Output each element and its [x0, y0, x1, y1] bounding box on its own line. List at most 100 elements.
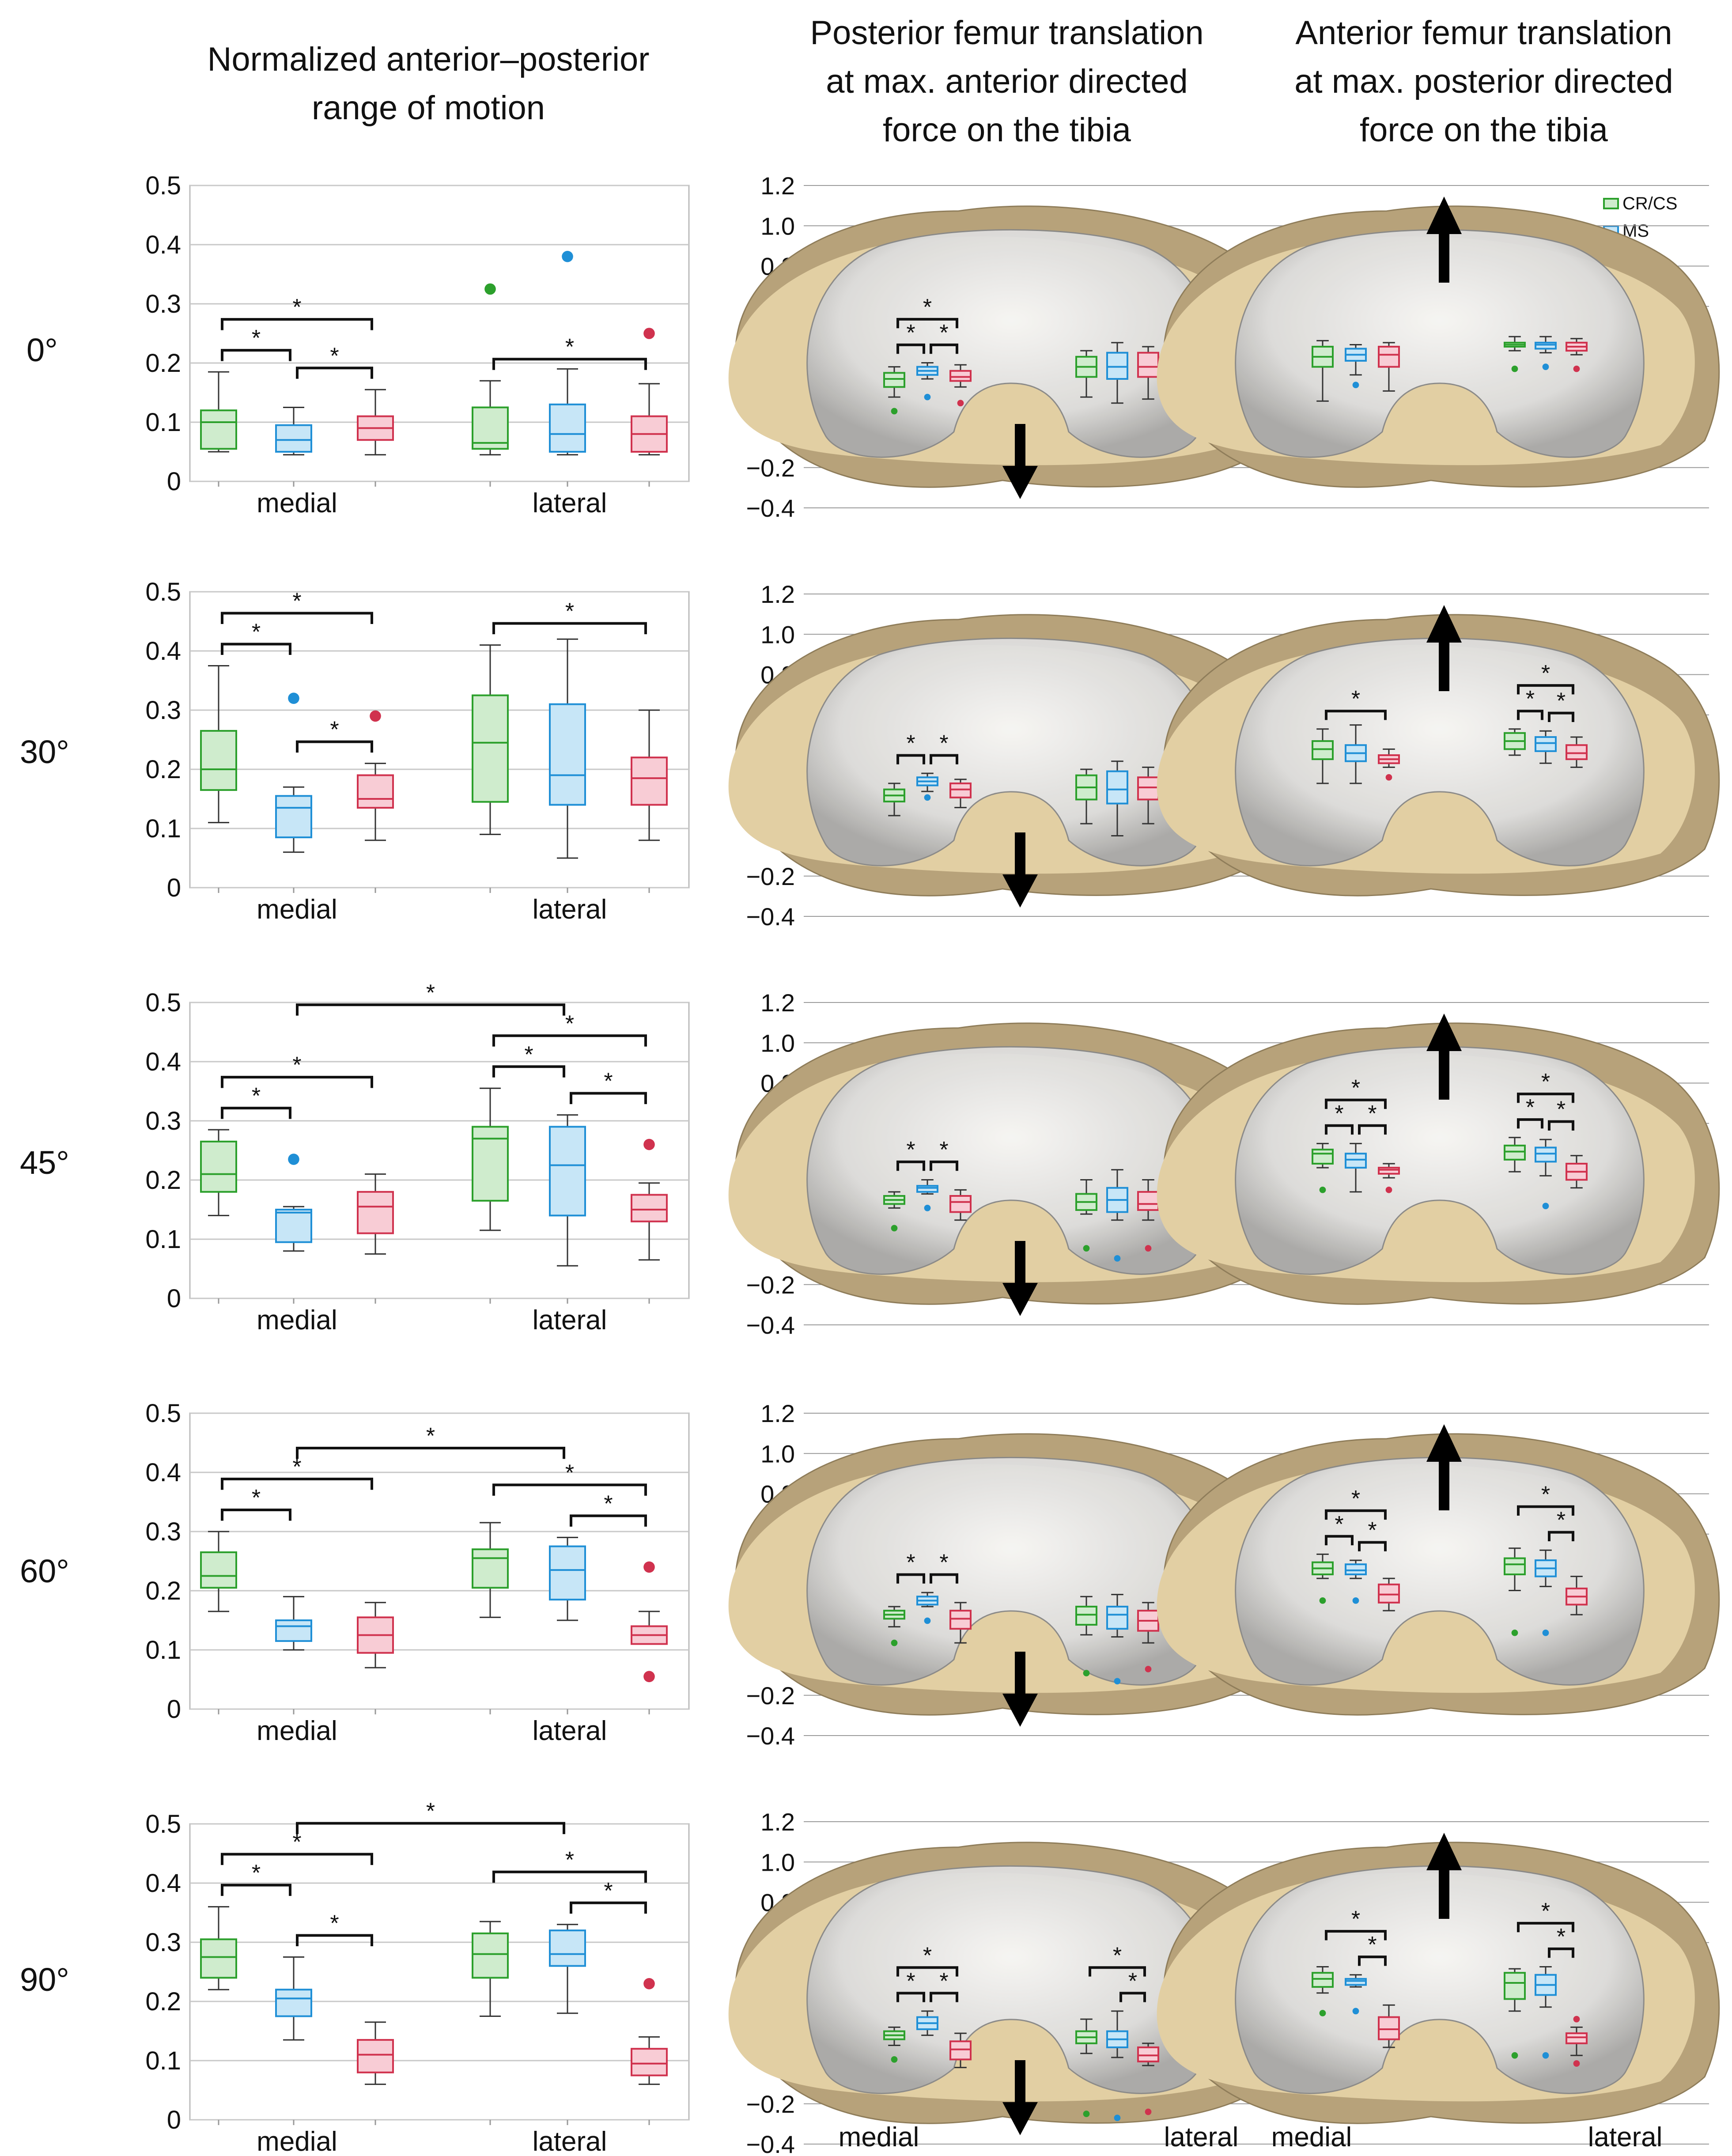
rom-box-2-medial-crcs: [200, 1129, 237, 1216]
anterior-2-star-2: *: [1368, 1101, 1377, 1127]
anterior-4-star-3: *: [1557, 1924, 1566, 1950]
posterior-4-bracket-4: [1119, 1992, 1146, 2002]
posterior-2-star-0: *: [906, 1137, 915, 1163]
rom-2-bracket-2: [221, 1107, 291, 1119]
posterior-box-1-medial-ps-iqr: [949, 782, 972, 798]
rom-box-4-lateral-crcs: [472, 1921, 509, 2017]
rom-ytick-4-1: 0.1: [145, 2046, 181, 2075]
translation-ytick-3-8: 1.2: [760, 1400, 795, 1427]
posterior-3-star-0: *: [906, 1550, 915, 1575]
posterior-box-3-medial-crcs-outlier-0: [891, 1639, 898, 1646]
posterior-4-bracket-2: [930, 1992, 958, 2002]
rom-2-bracket-4: [492, 1065, 565, 1078]
posterior-box-3-medial-ps-iqr: [949, 1610, 972, 1630]
posterior-force-arrow-down-2: [1002, 1241, 1038, 1316]
rom-box-4-lateral-crcs-iqr: [472, 1932, 509, 1979]
anterior-box-3-medial-ms-iqr: [1345, 1563, 1367, 1575]
legend-swatch-crcs: [1603, 198, 1619, 209]
rom-ytick-2-4: 0.4: [145, 1048, 181, 1076]
rom-2-star-5: *: [604, 1069, 613, 1094]
rom-chart-0: 0 0.1 0.2 0.3 0.4 0.5 medial lateral * * * *: [145, 171, 690, 518]
rom-box-1-lateral-ps-iqr: [631, 756, 668, 806]
rom-3-significance-2: *: [221, 1485, 291, 1521]
anterior-2-bracket-0: [1325, 1098, 1387, 1109]
anterior-1-bracket-3: [1548, 711, 1574, 722]
rom-1-significance-0: *: [221, 589, 373, 624]
posterior-box-2-lateral-ms-outlier-0: [1114, 1255, 1121, 1262]
rom-box-3-lateral-ps-outlier-0: [643, 1561, 655, 1573]
anterior-translation-panels: * **** ** ***** *******: [1157, 197, 1720, 2124]
anterior-implant-cap-0: [1235, 229, 1645, 458]
rom-xlabel-4-medial: medial: [257, 2126, 337, 2156]
posterior-box-3-lateral-crcs-iqr: [1075, 1606, 1097, 1626]
posterior-1-star-0: *: [906, 730, 915, 756]
rom-box-3-medial-crcs-iqr: [200, 1551, 237, 1589]
anterior-2-star-0: *: [1351, 1075, 1360, 1101]
anterior-1-bracket-2: [1517, 710, 1543, 720]
posterior-box-1-medial-ms-outlier-0: [924, 794, 931, 801]
rom-0-bracket-1: [221, 349, 291, 361]
anterior-1-bracket-0: [1325, 710, 1387, 720]
posterior-4-significance-4: *: [1119, 1968, 1146, 2002]
rom-box-4-lateral-ps-iqr: [631, 2048, 668, 2077]
anterior-2-significance-1: *: [1325, 1101, 1354, 1135]
posterior-1-significance-1: *: [930, 730, 958, 764]
rom-4-significance-0: *: [296, 1799, 565, 1834]
posterior-force-arrow-down-1: [1002, 832, 1038, 908]
anterior-force-arrow-up-4: [1426, 1833, 1462, 1919]
rom-box-0-lateral-ms-iqr: [549, 403, 586, 453]
anterior-1-significance-2: *: [1517, 686, 1543, 720]
header-left: Normalized anterior–posterior range of m…: [150, 35, 707, 132]
rom-ytick-1-5: 0.5: [145, 578, 181, 606]
rom-box-3-medial-ms: [275, 1596, 312, 1651]
rom-3-star-1: *: [292, 1454, 301, 1480]
anterior-force-arrow-up-3: [1426, 1424, 1462, 1510]
posterior-panel-0: * * *: [728, 205, 1292, 499]
anterior-box-2-lateral-ms-iqr: [1535, 1146, 1557, 1163]
rom-4-star-2: *: [252, 1861, 261, 1886]
anterior-box-0-medial-ps: [1378, 342, 1400, 392]
anterior-1-star-2: *: [1526, 686, 1535, 712]
translation-ytick-2-0: −0.4: [746, 1311, 795, 1339]
rom-ytick-1-1: 0.1: [145, 814, 181, 843]
anterior-box-4-medial-crcs-iqr: [1312, 1972, 1334, 1988]
anterior-box-0-lateral-ps: [1566, 338, 1588, 372]
rom-box-4-lateral-ms: [549, 1924, 586, 2014]
posterior-box-0-lateral-ms-iqr: [1106, 352, 1128, 380]
rom-xlabel-1-medial: medial: [257, 894, 337, 925]
rom-2-significance-2: *: [221, 1083, 291, 1119]
rom-1-significance-3: *: [492, 599, 647, 635]
rom-box-1-medial-ps-outlier-0: [370, 710, 381, 722]
anterior-2-star-1: *: [1335, 1101, 1343, 1127]
rom-box-0-medial-ps: [357, 389, 394, 456]
rom-box-4-medial-ms: [275, 1956, 312, 2041]
rom-box-0-lateral-crcs-iqr: [472, 406, 509, 450]
rom-box-2-lateral-ps-iqr: [631, 1194, 668, 1222]
posterior-box-0-medial-ps-outlier-0: [957, 400, 964, 407]
bottom-label-right-medial: medial: [1271, 2122, 1352, 2152]
posterior-box-2-medial-ps: [949, 1189, 972, 1221]
rom-1-bracket-2: [296, 740, 373, 753]
rom-box-2-medial-ps-iqr: [357, 1191, 394, 1234]
anterior-box-1-medial-ms: [1345, 724, 1367, 784]
anterior-2-significance-2: *: [1358, 1101, 1387, 1135]
anterior-box-3-lateral-ms: [1535, 1549, 1557, 1636]
anterior-1-bracket-1: [1517, 684, 1574, 695]
anterior-box-0-lateral-ms-iqr: [1535, 341, 1557, 350]
posterior-box-4-lateral-ps-outlier-0: [1145, 2108, 1152, 2115]
rom-ytick-2-5: 0.5: [145, 988, 181, 1017]
anterior-4-bracket-2: [1517, 1921, 1574, 1933]
anterior-box-1-medial-crcs: [1312, 728, 1334, 784]
rom-3-bracket-0: [296, 1447, 565, 1459]
posterior-box-3-medial-ps: [949, 1602, 972, 1644]
anterior-box-3-lateral-crcs-iqr: [1504, 1557, 1526, 1575]
anterior-3-significance-2: *: [1358, 1517, 1387, 1551]
posterior-4-star-0: *: [923, 1943, 932, 1968]
rom-0-significance-0: *: [221, 295, 373, 330]
rom-ytick-2-1: 0.1: [145, 1225, 181, 1254]
anterior-3-significance-3: *: [1517, 1482, 1574, 1516]
posterior-0-star-0: *: [923, 295, 932, 320]
anterior-box-4-lateral-ps-outlier-0: [1573, 2016, 1580, 2023]
anterior-4-bracket-0: [1325, 1930, 1387, 1940]
